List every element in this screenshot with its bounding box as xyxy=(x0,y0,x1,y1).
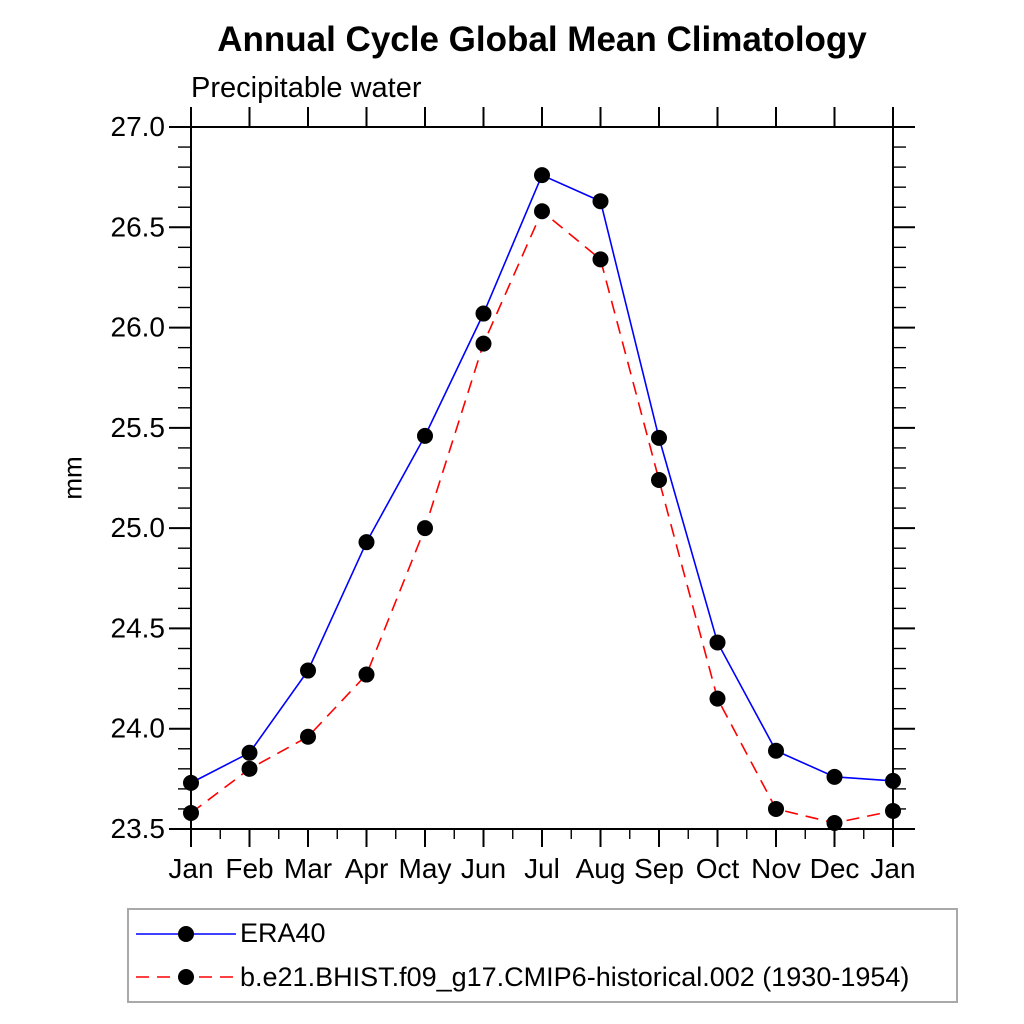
data-point-marker xyxy=(592,193,609,210)
data-point-marker xyxy=(651,472,667,489)
data-point-marker xyxy=(885,772,901,789)
legend-marker-dot xyxy=(178,969,194,986)
legend-item-era40: ERA40 xyxy=(132,914,956,954)
data-point-marker xyxy=(534,167,550,184)
legend-item-cmip6: b.e21.BHIST.f09_g17.CMIP6-historical.002… xyxy=(132,957,956,997)
data-point-marker xyxy=(709,690,726,707)
x-tick-label: Jun xyxy=(461,853,506,884)
data-point-marker xyxy=(534,203,550,220)
data-point-marker xyxy=(358,666,375,683)
x-tick-label: Sep xyxy=(634,853,684,884)
data-point-marker xyxy=(417,427,433,444)
data-point-marker xyxy=(300,662,316,679)
x-tick-label: Nov xyxy=(751,853,801,884)
data-point-marker xyxy=(300,728,316,745)
y-tick-label: 25.5 xyxy=(111,412,166,443)
chart-subtitle: Precipitable water xyxy=(191,72,422,104)
data-point-marker xyxy=(885,802,901,819)
data-point-marker xyxy=(358,534,375,551)
legend-label-era40: ERA40 xyxy=(240,918,326,949)
series-line-1 xyxy=(190,209,894,824)
x-tick-label: Jul xyxy=(524,853,560,884)
legend-label-cmip6: b.e21.BHIST.f09_g17.CMIP6-historical.002… xyxy=(240,961,910,992)
y-tick-label: 23.5 xyxy=(111,813,166,844)
x-tick-label: Feb xyxy=(225,853,273,884)
data-point-marker xyxy=(592,251,609,268)
x-tick-label: Jan xyxy=(168,853,213,884)
data-point-marker xyxy=(183,774,199,791)
x-tick-label: Jan xyxy=(870,853,915,884)
series-line-0 xyxy=(190,174,894,784)
data-point-marker xyxy=(768,742,784,759)
x-tick-label: Oct xyxy=(696,853,740,884)
chart-title: Annual Cycle Global Mean Climatology xyxy=(217,20,867,59)
x-tick-label: Aug xyxy=(576,853,626,884)
data-point-marker xyxy=(826,768,843,785)
y-tick-label: 26.5 xyxy=(111,211,166,242)
legend-line-sample-solid xyxy=(136,925,236,942)
x-tick-label: Dec xyxy=(810,853,860,884)
y-tick-label: 24.0 xyxy=(111,713,166,744)
data-point-marker xyxy=(826,814,843,831)
y-tick-label: 24.5 xyxy=(111,612,166,643)
x-tick-label: Mar xyxy=(284,853,332,884)
data-point-marker xyxy=(475,335,492,352)
y-tick-label: 26.0 xyxy=(111,312,166,343)
data-point-marker xyxy=(475,305,492,322)
y-tick-label: 25.0 xyxy=(111,512,166,543)
legend-marker-dot xyxy=(178,925,194,942)
y-tick-label: 27.0 xyxy=(111,111,166,142)
data-point-marker xyxy=(241,760,258,777)
legend-box: ERA40 b.e21.BHIST.f09_g17.CMIP6-historic… xyxy=(127,908,958,1003)
data-point-marker xyxy=(768,800,784,817)
x-tick-label: May xyxy=(399,853,452,884)
data-point-marker xyxy=(183,804,199,821)
axis-frame xyxy=(190,126,894,830)
data-point-marker xyxy=(709,634,726,651)
x-tick-label: Apr xyxy=(345,853,389,884)
data-point-marker xyxy=(241,744,258,761)
legend-line-sample-dashed xyxy=(136,969,236,986)
data-point-marker xyxy=(417,520,433,537)
data-point-marker xyxy=(651,429,667,446)
